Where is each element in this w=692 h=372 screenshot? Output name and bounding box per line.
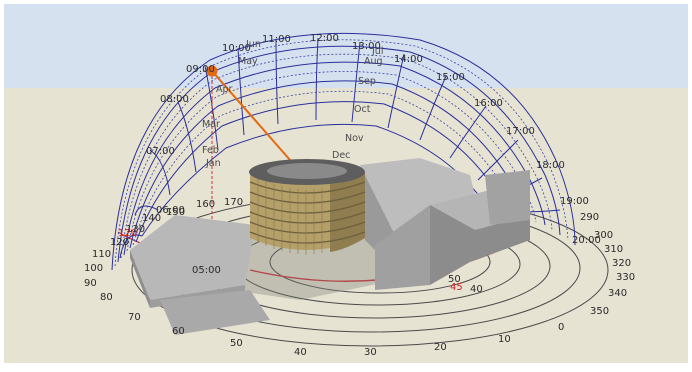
building-tall-right bbox=[485, 170, 530, 225]
labels-layer: 05:00 06:00 07:00 08:00 09:00 10:00 11:00 12:00… bbox=[84, 33, 635, 358]
sun-arc-dotted bbox=[114, 39, 569, 267]
azimuth-label: 60 bbox=[172, 326, 185, 337]
azimuth-label: 150 bbox=[166, 207, 185, 218]
month-label: Dec bbox=[332, 150, 350, 161]
hour-line bbox=[477, 139, 519, 181]
azimuth-label: 320 bbox=[612, 258, 631, 269]
sun-path-arcs bbox=[111, 32, 576, 271]
hour-label: 10:00 bbox=[222, 43, 251, 54]
tower-shade bbox=[330, 172, 365, 252]
azimuth-label: 10 bbox=[498, 334, 511, 345]
hour-line bbox=[177, 101, 197, 173]
sun-arc-dotted bbox=[132, 90, 520, 246]
month-label: Mar bbox=[202, 119, 220, 130]
building-podium-left-side bbox=[130, 250, 150, 308]
azimuth-label: 310 bbox=[604, 244, 623, 255]
azimuth-label: 120 bbox=[110, 237, 129, 248]
sun-arc-dotted bbox=[120, 53, 553, 259]
azimuth-label: 30 bbox=[364, 347, 377, 358]
azimuth-label: 350 bbox=[590, 306, 609, 317]
azimuth-label: 160 bbox=[196, 199, 215, 210]
azimuth-label: 50 bbox=[230, 338, 243, 349]
hour-line bbox=[119, 234, 143, 259]
month-label: Jan bbox=[205, 158, 221, 169]
azimuth-label: 130 bbox=[126, 224, 145, 235]
azimuth-label: 340 bbox=[608, 288, 627, 299]
building-lower-block bbox=[160, 290, 270, 335]
azimuth-label: 110 bbox=[92, 249, 111, 260]
hour-label: 14:00 bbox=[394, 54, 423, 65]
hour-line bbox=[351, 41, 361, 123]
sun-arc-summer bbox=[111, 32, 576, 271]
hour-label: 18:00 bbox=[536, 160, 565, 171]
hour-line bbox=[387, 53, 405, 129]
hour-label: 07:00 bbox=[146, 146, 175, 157]
building-shadow bbox=[230, 235, 420, 300]
hour-line bbox=[315, 37, 319, 121]
hour-line bbox=[275, 39, 279, 125]
hour-label: 13:00 bbox=[352, 41, 381, 52]
month-label: Oct bbox=[354, 104, 371, 115]
building-far-right-side bbox=[430, 205, 530, 285]
azimuth-label: 90 bbox=[84, 278, 97, 289]
tower-mullions bbox=[257, 178, 323, 255]
azimuth-label: 50 bbox=[448, 274, 461, 285]
building-podium-left-top bbox=[130, 215, 255, 300]
hour-label: 08:00 bbox=[160, 94, 189, 105]
month-label: Aug bbox=[364, 56, 383, 67]
hour-label: 15:00 bbox=[436, 72, 465, 83]
building-far-right-front bbox=[375, 205, 430, 290]
sun-arc-winter bbox=[141, 123, 493, 237]
month-label: Apr bbox=[216, 84, 233, 95]
buildings bbox=[130, 158, 530, 335]
azimuth-label: 140 bbox=[142, 213, 161, 224]
hour-line bbox=[149, 149, 171, 196]
hour-line bbox=[134, 205, 159, 216]
azimuth-label: 80 bbox=[100, 292, 113, 303]
hour-label: 09:00 bbox=[186, 64, 215, 75]
azimuth-label: 0 bbox=[558, 322, 564, 333]
month-label: Jul bbox=[371, 46, 383, 57]
hour-line bbox=[449, 105, 487, 159]
hour-label: 19:00 bbox=[560, 196, 589, 207]
azimuth-label-red: 120 bbox=[118, 228, 137, 239]
hour-label: 05:00 bbox=[192, 265, 221, 276]
month-label: Nov bbox=[345, 133, 364, 144]
azimuth-label: 300 bbox=[594, 230, 613, 241]
hour-label: 16:00 bbox=[474, 98, 503, 109]
sun-marker-icon bbox=[206, 65, 218, 77]
azimuth-label: 40 bbox=[294, 347, 307, 358]
sky-background bbox=[0, 0, 692, 88]
sun-ray bbox=[211, 70, 291, 161]
tower-roof-inner bbox=[267, 163, 347, 179]
azimuth-label: 290 bbox=[580, 212, 599, 223]
hour-line bbox=[419, 75, 447, 141]
hour-label: 06:00 bbox=[156, 205, 185, 216]
azimuth-label: 330 bbox=[616, 272, 635, 283]
azimuth-label: 70 bbox=[128, 312, 141, 323]
month-label: Feb bbox=[202, 145, 219, 156]
azimuth-label: 170 bbox=[224, 197, 243, 208]
azimuth-label-red: 45 bbox=[450, 282, 463, 293]
hour-label: 11:00 bbox=[262, 34, 291, 45]
hour-label: 20:00 bbox=[572, 235, 601, 246]
hour-label: 12:00 bbox=[310, 33, 339, 44]
azimuth-label: 100 bbox=[84, 263, 103, 274]
month-label: Sep bbox=[358, 76, 376, 87]
cylindrical-tower bbox=[249, 159, 366, 255]
month-label: May bbox=[238, 56, 258, 67]
azimuth-label: 20 bbox=[434, 342, 447, 353]
sun-arc bbox=[123, 61, 546, 256]
hour-label: 17:00 bbox=[506, 126, 535, 137]
azimuth-label: 40 bbox=[470, 284, 483, 295]
month-label: Jun bbox=[245, 39, 261, 50]
